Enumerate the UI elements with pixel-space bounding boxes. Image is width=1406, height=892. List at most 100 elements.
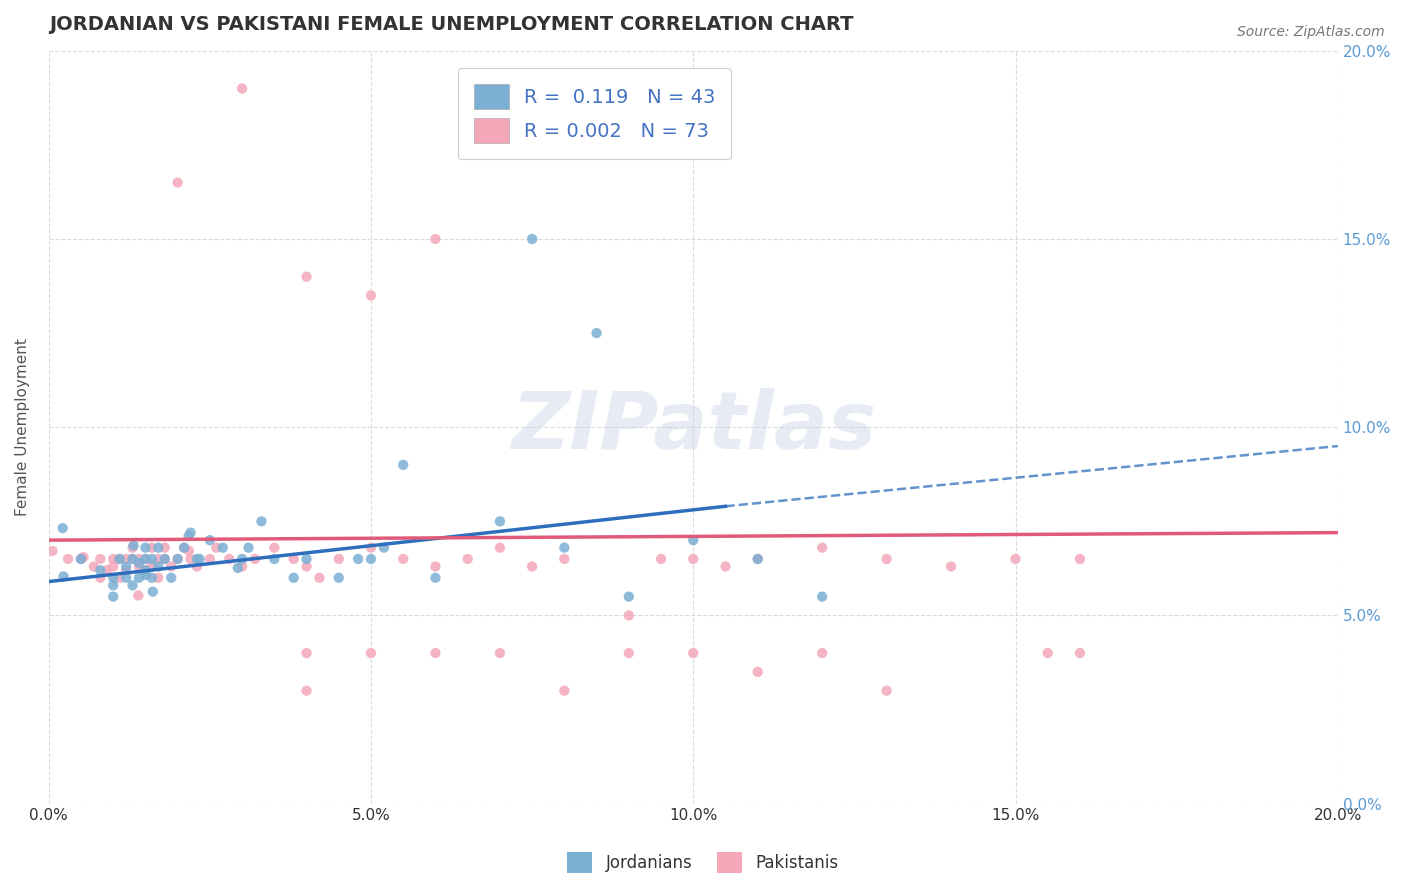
Point [425,232,447,246]
Point [89,552,111,566]
Point [489,541,512,555]
Point [811,646,834,660]
Point [128,556,150,570]
Point [617,646,640,660]
Point [747,552,769,566]
Point [553,541,575,555]
Point [166,552,188,566]
Point [186,559,208,574]
Point [153,552,176,566]
Point [141,541,163,555]
Point [134,541,156,555]
Point [135,568,157,582]
Point [231,559,253,574]
Point [457,552,479,566]
Point [89,571,111,585]
Point [103,559,125,574]
Point [328,571,350,585]
Point [115,559,138,574]
Point [243,552,266,566]
Point [811,541,834,555]
Point [392,552,415,566]
Point [121,552,143,566]
Text: Source: ZipAtlas.com: Source: ZipAtlas.com [1237,25,1385,39]
Point [308,571,330,585]
Point [585,326,607,340]
Point [180,552,202,566]
Point [186,552,208,566]
Point [295,559,318,574]
Point [263,541,285,555]
Point [141,559,163,574]
Point [153,541,176,555]
Point [160,559,183,574]
Point [295,646,318,660]
Point [180,525,202,540]
Point [148,541,170,555]
Point [148,571,170,585]
Point [128,559,150,574]
Point [425,646,447,660]
Point [173,541,195,555]
Point [617,608,640,623]
Point [876,683,898,698]
Point [128,552,150,566]
Point [238,541,260,555]
Point [127,588,149,602]
Point [650,552,672,566]
Point [56,552,79,566]
Point [198,533,221,548]
Point [617,590,640,604]
Point [108,571,131,585]
Text: ZIPatlas: ZIPatlas [510,388,876,467]
Point [1036,646,1059,660]
Point [121,578,143,592]
Point [425,571,447,585]
Point [188,552,211,566]
Point [103,590,125,604]
Point [121,552,143,566]
Point [122,539,145,553]
Point [360,552,382,566]
Point [283,552,305,566]
Point [747,552,769,566]
Point [360,288,382,302]
Point [148,552,170,566]
Point [115,571,138,585]
Point [283,571,305,585]
Point [142,584,165,599]
Point [425,559,447,574]
Point [103,578,125,592]
Point [1069,646,1091,660]
Point [89,563,111,577]
Point [103,552,125,566]
Point [96,563,118,577]
Point [682,552,704,566]
Point [1004,552,1026,566]
Point [1069,552,1091,566]
Point [226,561,249,575]
Point [263,552,285,566]
Point [295,683,318,698]
Point [360,646,382,660]
Point [489,514,512,528]
Point [141,571,163,585]
Point [747,665,769,679]
Point [682,533,704,548]
Point [134,552,156,566]
Point [166,176,188,190]
Point [373,541,395,555]
Point [134,552,156,566]
Point [134,563,156,577]
Point [939,559,962,574]
Point [148,559,170,574]
Point [115,552,138,566]
Point [360,541,382,555]
Point [134,563,156,577]
Point [553,683,575,698]
Point [41,544,63,558]
Legend: R =  0.119   N = 43, R = 0.002   N = 73: R = 0.119 N = 43, R = 0.002 N = 73 [458,68,731,159]
Point [173,541,195,555]
Point [52,569,75,583]
Point [347,552,370,566]
